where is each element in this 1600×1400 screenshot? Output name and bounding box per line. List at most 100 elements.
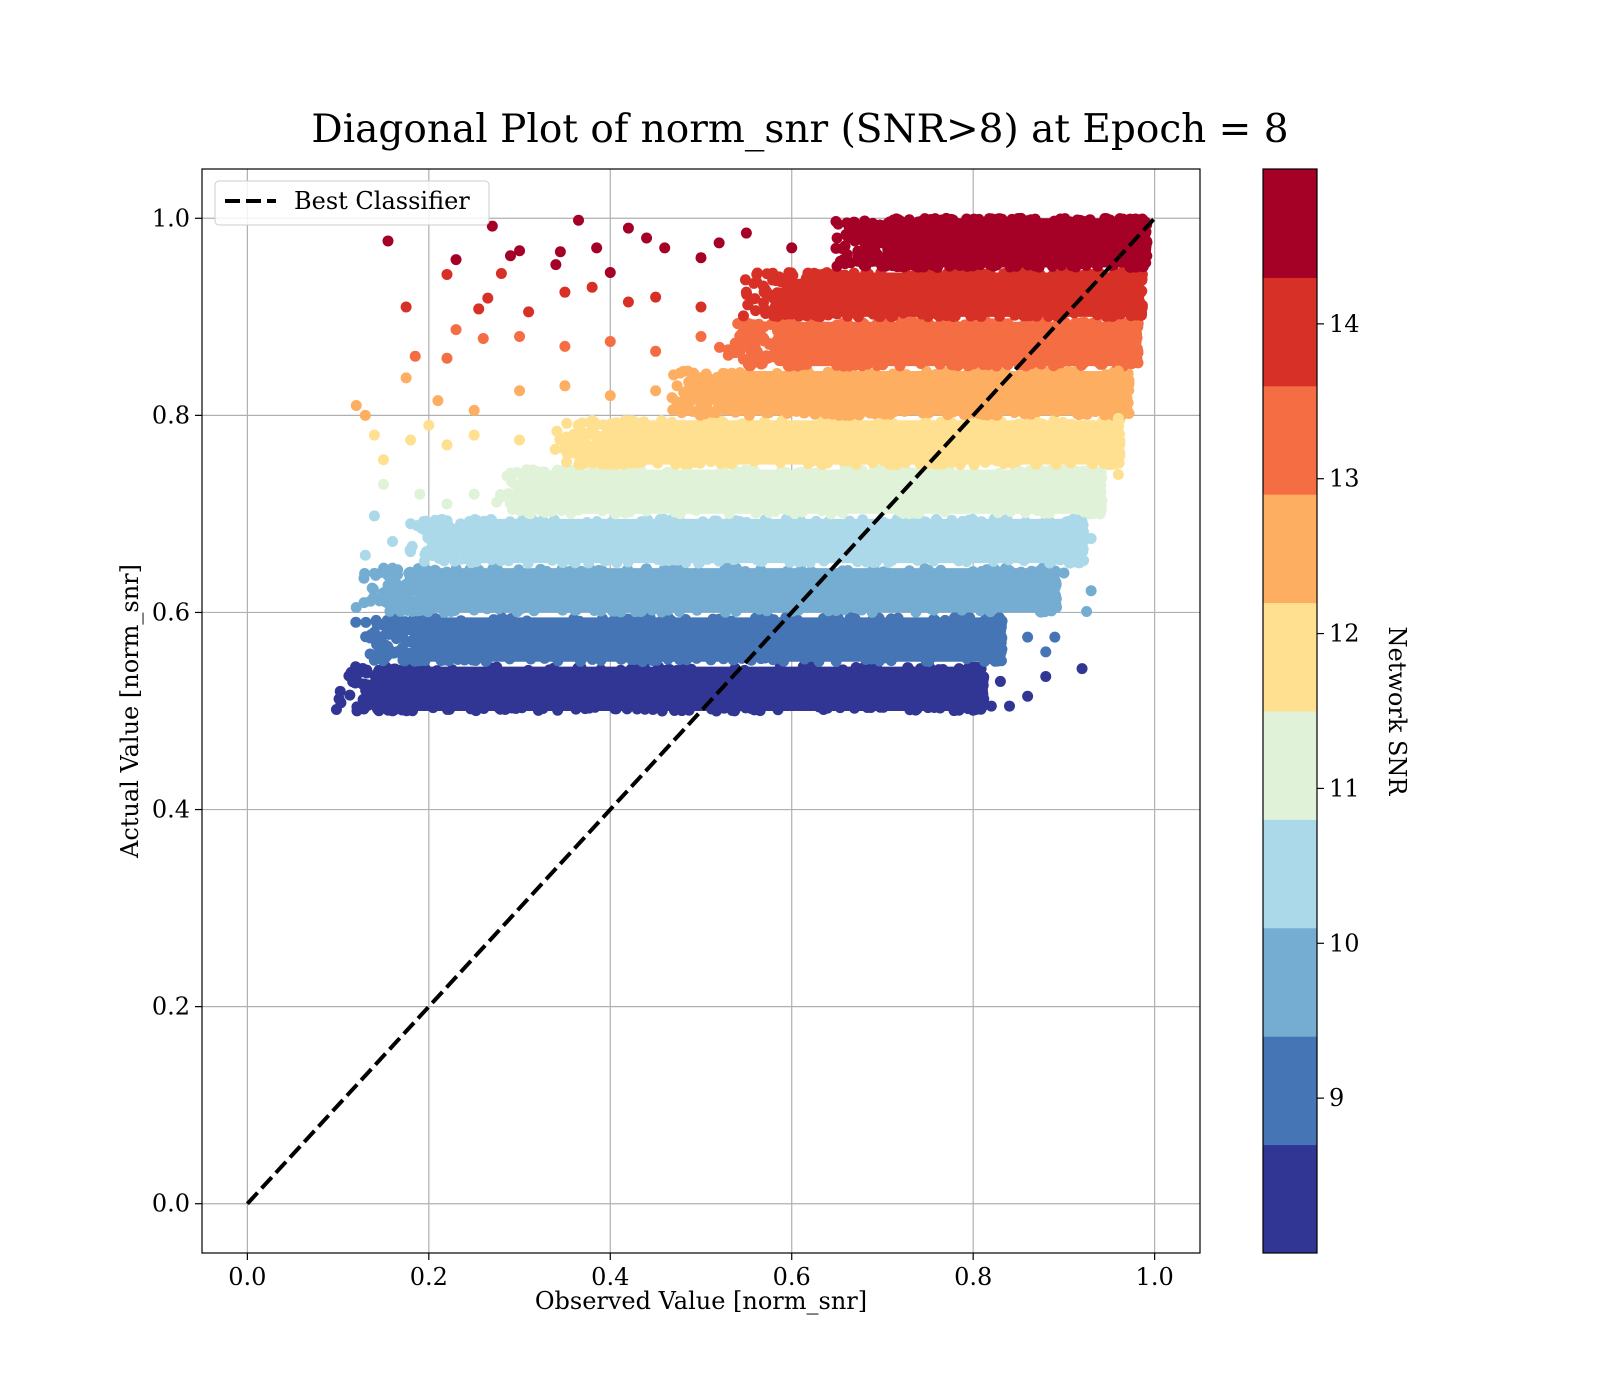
- scatter-point: [650, 542, 662, 554]
- scatter-point: [837, 455, 849, 467]
- scatter-point: [922, 291, 934, 303]
- scatter-point: [410, 631, 422, 643]
- scatter-point: [1103, 340, 1115, 352]
- scatter-point: [970, 216, 982, 228]
- scatter-point: [514, 434, 526, 446]
- scatter-point: [400, 372, 412, 384]
- scatter-point: [1099, 214, 1111, 226]
- scatter-point: [1141, 250, 1153, 262]
- scatter-point: [1092, 309, 1104, 321]
- colorbar-segment: [1263, 1144, 1317, 1254]
- scatter-point: [740, 626, 752, 638]
- scatter-point: [783, 267, 795, 279]
- scatter-point: [559, 493, 571, 505]
- colorbar-tick-label: 9: [1329, 1084, 1344, 1112]
- scatter-point: [1090, 317, 1102, 329]
- scatter-point: [521, 615, 533, 627]
- scatter-point: [477, 332, 489, 344]
- scatter-point: [921, 406, 933, 418]
- scatter-point: [480, 655, 492, 667]
- scatter-point: [922, 227, 934, 239]
- scatter-point: [838, 360, 850, 372]
- scatter-point: [615, 615, 627, 627]
- colorbar-ticks: 9 10 11 12 13 14: [1317, 310, 1360, 1112]
- scatter-point: [776, 415, 788, 427]
- scatter-point: [840, 369, 852, 381]
- scatter-point: [879, 408, 891, 420]
- scatter-point: [842, 318, 854, 330]
- scatter-point: [742, 321, 754, 333]
- scatter-point: [844, 406, 856, 418]
- scatter-point: [634, 417, 646, 429]
- scatter-point: [1014, 466, 1026, 478]
- scatter-point: [830, 655, 842, 667]
- scatter-point: [888, 406, 900, 418]
- y-tick-label: 0.0: [152, 1190, 190, 1218]
- scatter-point: [694, 557, 706, 569]
- scatter-point: [1022, 631, 1034, 643]
- scatter-point: [867, 556, 879, 568]
- scatter-point: [903, 214, 915, 226]
- scatter-point: [1046, 368, 1058, 380]
- scatter-point: [705, 455, 717, 467]
- scatter-point: [832, 218, 844, 230]
- scatter-point: [786, 308, 798, 320]
- scatter-point: [825, 506, 837, 518]
- scatter-point: [1112, 468, 1124, 480]
- colorbar-segment: [1263, 819, 1317, 929]
- scatter-point: [539, 652, 551, 664]
- scatter-point: [942, 409, 954, 421]
- scatter-point: [595, 654, 607, 666]
- scatter-point: [666, 416, 678, 428]
- scatter-point: [745, 359, 757, 371]
- scatter-point: [922, 626, 934, 638]
- scatter-point: [876, 395, 888, 407]
- scatter-point: [573, 214, 585, 226]
- scatter-point: [1022, 690, 1034, 702]
- scatter-point: [1113, 213, 1125, 225]
- scatter-point: [967, 335, 979, 347]
- scatter-point: [360, 685, 372, 697]
- scatter-point: [993, 213, 1005, 225]
- scatter-point: [964, 670, 976, 682]
- scatter-point: [915, 663, 927, 675]
- scatter-point: [801, 358, 813, 370]
- scatter-point: [615, 653, 627, 665]
- scatter-point: [444, 603, 456, 615]
- scatter-point: [377, 478, 389, 490]
- scatter-point: [705, 654, 717, 666]
- scatter-point: [876, 685, 888, 697]
- scatter-point: [879, 652, 891, 664]
- scatter-point: [486, 554, 498, 566]
- scatter-point: [1081, 408, 1093, 420]
- scatter-point: [817, 613, 829, 625]
- scatter-point: [839, 269, 851, 281]
- scatter-point: [1128, 298, 1140, 310]
- scatter-point: [757, 355, 769, 367]
- scatter-point: [748, 455, 760, 467]
- scatter-point: [852, 556, 864, 568]
- scatter-point: [1013, 286, 1025, 298]
- scatter-point: [745, 702, 757, 714]
- scatter-point: [450, 565, 462, 577]
- scatter-point: [804, 556, 816, 568]
- scatter-point: [473, 564, 485, 576]
- scatter-point: [604, 680, 616, 692]
- scatter-point: [1006, 457, 1018, 469]
- scatter-point: [967, 319, 979, 331]
- series-group: [350, 663, 1088, 712]
- scatter-point: [659, 242, 671, 254]
- scatter-point: [396, 670, 408, 682]
- scatter-point: [692, 566, 704, 578]
- scatter-point: [1013, 488, 1025, 500]
- scatter-point: [484, 531, 496, 543]
- scatter-point: [1118, 317, 1130, 329]
- x-axis-ticks: 0.0 0.2 0.4 0.6 0.8 1.0: [228, 1253, 1174, 1291]
- scatter-point: [674, 566, 686, 578]
- scatter-point: [1003, 700, 1015, 712]
- scatter-point: [655, 615, 667, 627]
- scatter-point: [903, 565, 915, 577]
- scatter-point: [772, 302, 784, 314]
- scatter-point: [1077, 357, 1089, 369]
- scatter-point: [673, 652, 685, 664]
